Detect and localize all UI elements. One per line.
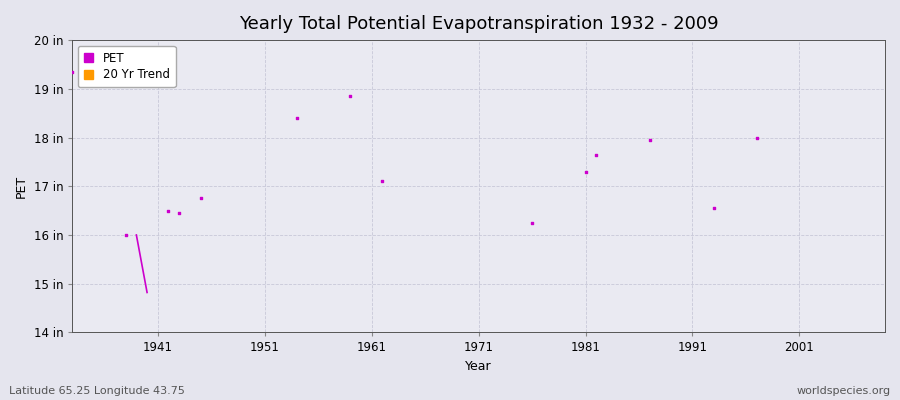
Point: [172, 210, 186, 216]
Point: [706, 205, 721, 211]
Point: [119, 232, 133, 238]
Text: worldspecies.org: worldspecies.org: [796, 386, 891, 396]
Point: [290, 115, 304, 121]
Point: [194, 195, 208, 202]
Y-axis label: PET: PET: [15, 175, 28, 198]
Title: Yearly Total Potential Evapotranspiration 1932 - 2009: Yearly Total Potential Evapotranspiratio…: [238, 15, 718, 33]
Point: [589, 151, 603, 158]
Point: [65, 68, 79, 75]
Point: [750, 134, 764, 141]
Point: [343, 93, 357, 99]
Point: [161, 208, 176, 214]
Text: Latitude 65.25 Longitude 43.75: Latitude 65.25 Longitude 43.75: [9, 386, 184, 396]
Point: [643, 137, 657, 143]
Point: [525, 220, 539, 226]
X-axis label: Year: Year: [465, 360, 492, 373]
Point: [579, 168, 593, 175]
Point: [375, 178, 390, 184]
Legend: PET, 20 Yr Trend: PET, 20 Yr Trend: [78, 46, 176, 87]
